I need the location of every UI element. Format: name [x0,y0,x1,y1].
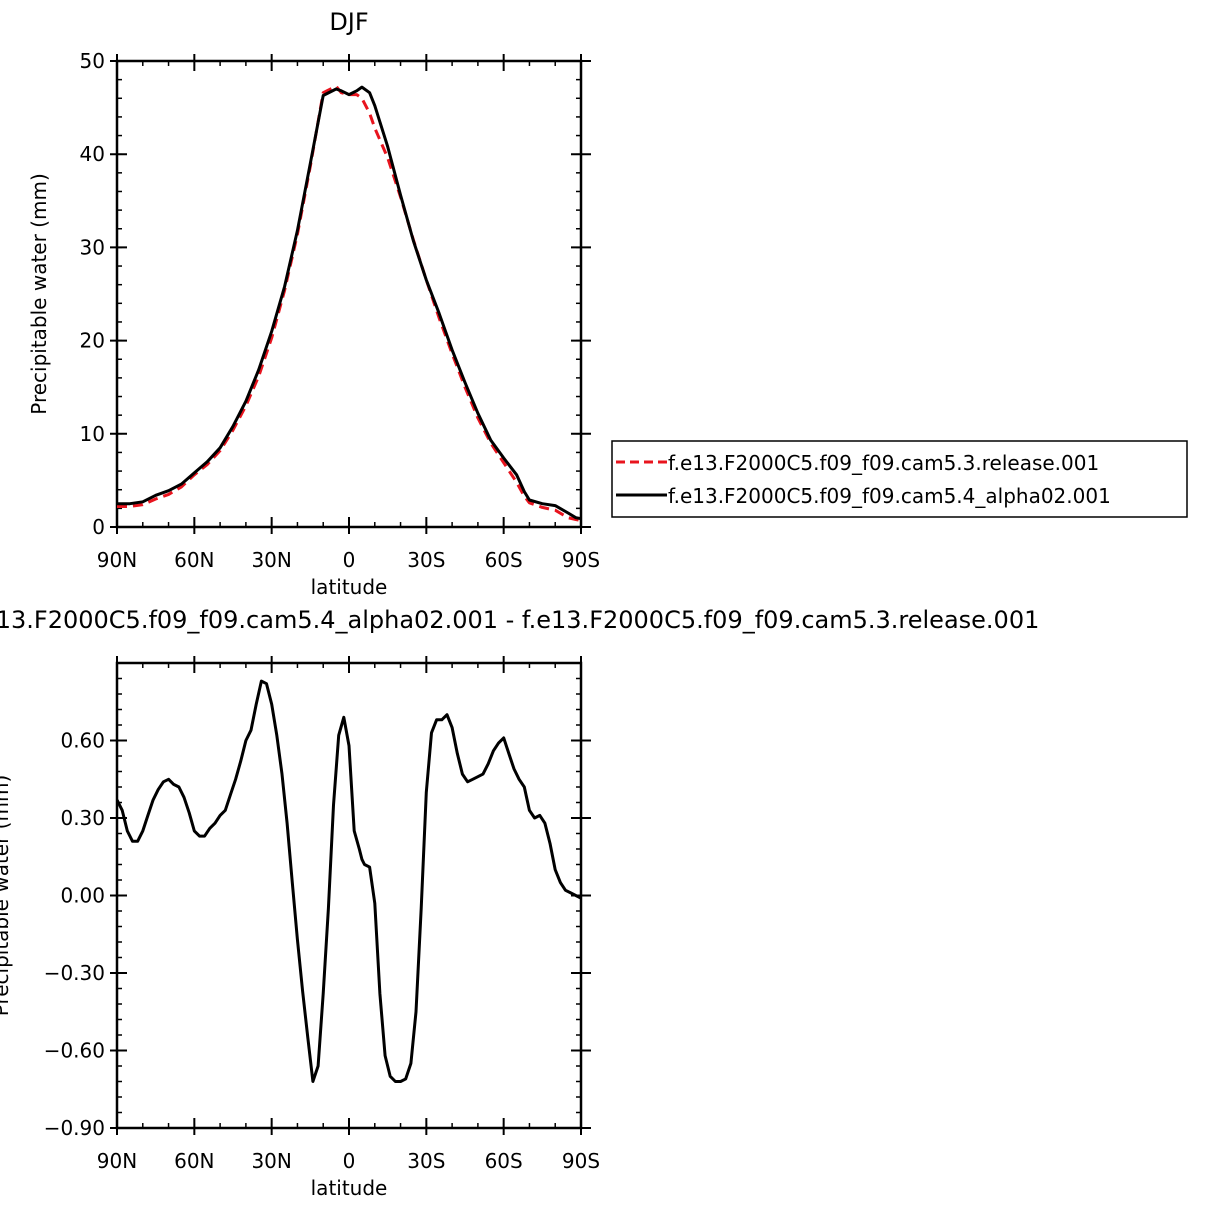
x-axis-label: latitude [311,575,388,599]
y-tick-label: 40 [80,142,105,166]
y-tick-label: 50 [80,49,105,73]
legend-label-0: f.e13.F2000C5.f09_f09.cam5.3.release.001 [668,451,1099,475]
x-tick-label: 90S [562,548,600,572]
x-tick-label: 0 [343,548,356,572]
y-tick-label: −0.60 [44,1039,105,1063]
x-tick-label: 30S [407,548,445,572]
top-panel: 90N 60N 30N 0 30S 60S 90S 0 10 20 30 40 50 DJF latitud… [27,8,600,599]
legend-box [611,440,1188,518]
x-tick-label: 0 [343,1149,356,1173]
legend-label-1: f.e13.F2000C5.f09_f09.cam5.4_alpha02.001 [668,484,1111,508]
x-tick-label: 60S [485,548,523,572]
plot-frame [115,59,583,529]
series-line-0 [117,679,581,1083]
series-line-1 [117,85,581,521]
plot-frame [115,661,583,1130]
y-axis-label: Precipitable water (mm) [0,775,13,1017]
series-line-0 [117,84,581,522]
x-tick-label: 60N [174,1149,214,1173]
y-tick-label: −0.90 [44,1116,105,1140]
y-tick-label: 10 [80,422,105,446]
y-tick-label: 30 [80,235,105,259]
x-tick-label: 90N [97,548,137,572]
y-tick-label: 0 [92,515,105,539]
x-tick-label: 90S [562,1149,600,1173]
x-tick-label: 30S [407,1149,445,1173]
x-tick-label: 90N [97,1149,137,1173]
x-tick-label: 60S [485,1149,523,1173]
y-axis-label: Precipitable water (mm) [27,173,51,415]
y-tick-label: 0.30 [60,806,105,830]
y-tick-label: 0.60 [60,729,105,753]
x-tick-label: 30N [251,1149,291,1173]
chart-title: DJF [329,8,368,36]
y-tick-label: 20 [80,329,105,353]
x-tick-label: 30N [251,548,291,572]
x-axis-label: latitude [311,1176,388,1200]
chart-title: f.e13.F2000C5.f09_f09.cam5.4_alpha02.001… [0,606,1039,634]
y-tick-label: 0.00 [60,884,105,908]
x-tick-label: 60N [174,548,214,572]
bottom-panel: 90N 60N 30N 0 30S 60S 90S −0.90 −0.60 −0.30 0.00 0.… [0,606,1039,1200]
y-tick-label: −0.30 [44,961,105,985]
legend: f.e13.F2000C5.f09_f09.cam5.3.release.001… [611,440,1188,518]
